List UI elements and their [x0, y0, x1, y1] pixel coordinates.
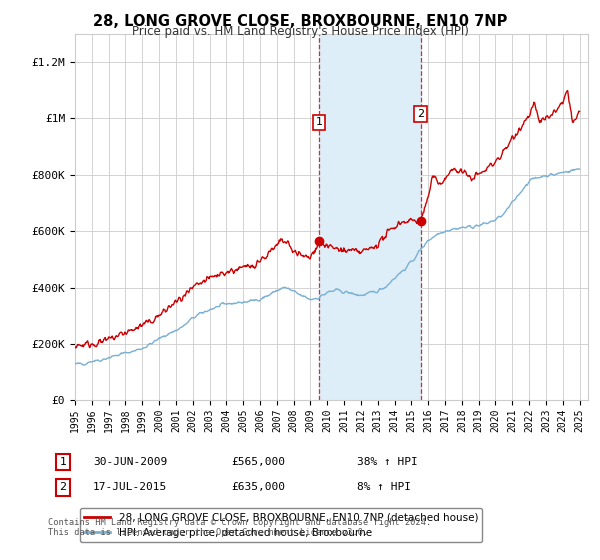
Text: £565,000: £565,000 [231, 457, 285, 467]
Text: 1: 1 [59, 457, 67, 467]
Text: £635,000: £635,000 [231, 482, 285, 492]
Text: 38% ↑ HPI: 38% ↑ HPI [357, 457, 418, 467]
Legend: 28, LONG GROVE CLOSE, BROXBOURNE, EN10 7NP (detached house), HPI: Average price,: 28, LONG GROVE CLOSE, BROXBOURNE, EN10 7… [80, 508, 482, 542]
Text: 2: 2 [59, 482, 67, 492]
Text: 1: 1 [316, 118, 322, 128]
Text: Contains HM Land Registry data © Crown copyright and database right 2024.
This d: Contains HM Land Registry data © Crown c… [48, 518, 431, 538]
Text: 8% ↑ HPI: 8% ↑ HPI [357, 482, 411, 492]
Text: 28, LONG GROVE CLOSE, BROXBOURNE, EN10 7NP: 28, LONG GROVE CLOSE, BROXBOURNE, EN10 7… [93, 14, 507, 29]
Text: 2: 2 [417, 109, 424, 119]
Text: Price paid vs. HM Land Registry's House Price Index (HPI): Price paid vs. HM Land Registry's House … [131, 25, 469, 38]
Text: 17-JUL-2015: 17-JUL-2015 [93, 482, 167, 492]
Bar [319, 34, 421, 400]
Text: 30-JUN-2009: 30-JUN-2009 [93, 457, 167, 467]
